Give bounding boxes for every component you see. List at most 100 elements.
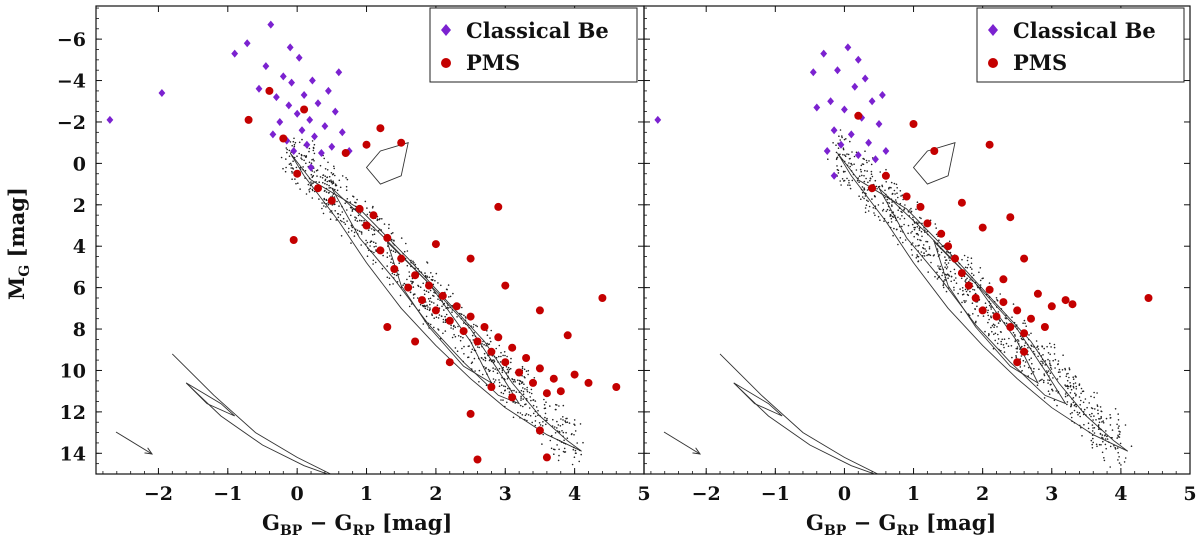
left-field-dot [446, 306, 449, 309]
left-field-dot [376, 218, 379, 220]
right-field-dot [945, 267, 948, 270]
left-field-dot [526, 386, 528, 389]
right-field-dot [1118, 462, 1121, 464]
left-pms-point [314, 184, 322, 193]
right-field-dot [1093, 396, 1095, 399]
right-field-dot [910, 243, 913, 246]
right-field-dot [888, 198, 891, 200]
left-field-dot [563, 439, 565, 442]
left-field-dot [524, 418, 526, 421]
left-field-dot [520, 399, 522, 401]
left-field-dot [456, 316, 458, 318]
right-field-dot [988, 318, 990, 321]
right-field-dot [897, 196, 899, 199]
right-plot-frame [643, 5, 1191, 475]
left-field-dot [300, 157, 302, 159]
left-field-dot [322, 212, 325, 215]
right-field-dot [866, 189, 869, 191]
right-field-dot [971, 279, 974, 282]
right-field-dot [860, 188, 863, 191]
right-field-dot [863, 189, 865, 191]
left-field-dot [500, 384, 503, 387]
left-field-dot [445, 288, 448, 291]
right-field-dot [934, 275, 936, 278]
right-field-dot [1109, 445, 1112, 448]
right-field-dot [884, 189, 886, 192]
right-field-dot [960, 311, 962, 313]
right-field-dot [923, 255, 926, 257]
right-pms-point [1013, 358, 1022, 367]
right-field-dot [1003, 322, 1006, 324]
left-field-dot [507, 376, 510, 379]
left-field-dot [559, 425, 562, 427]
right-field-dot [1000, 343, 1002, 346]
left-field-dot [328, 175, 331, 178]
left-field-dot [496, 372, 499, 375]
right-field-dot [979, 284, 982, 286]
right-field-dot [1017, 343, 1020, 345]
right-field-dot [838, 135, 840, 137]
left-field-dot [408, 305, 411, 308]
left-field-dot [373, 233, 376, 235]
left-field-dot [444, 321, 447, 324]
right-field-dot [916, 238, 919, 241]
right-field-dot [836, 157, 838, 159]
left-pms-point [473, 455, 482, 464]
left-field-dot [549, 405, 551, 407]
left-field-dot [381, 218, 383, 220]
right-field-dot [890, 217, 893, 220]
left-field-dot [372, 205, 374, 208]
left-field-dot [493, 381, 496, 383]
left-field-dot [374, 261, 377, 264]
left-field-dot [501, 376, 503, 379]
left-field-dot [339, 186, 342, 189]
right-field-dot [1098, 443, 1101, 446]
left-field-dot [488, 370, 491, 373]
right-field-dot [1072, 385, 1075, 388]
right-field-dot [1000, 349, 1002, 352]
left-field-dot [311, 159, 313, 161]
left-field-dot [366, 241, 369, 244]
right-field-dot [1098, 426, 1100, 429]
left-field-dot [373, 229, 376, 232]
right-field-dot [1065, 375, 1068, 378]
left-field-dot [310, 173, 313, 176]
left-be-point [298, 126, 306, 135]
right-field-dot [1016, 346, 1019, 348]
left-field-dot [438, 314, 441, 316]
right-x-axis-label: GBP − GRP [mag] [806, 510, 996, 539]
right-field-dot [893, 189, 896, 192]
right-field-dot [877, 204, 880, 206]
right-field-dot [897, 209, 899, 211]
left-field-dot [351, 210, 354, 212]
left-field-dot [495, 347, 498, 350]
right-field-dot [1094, 408, 1096, 410]
left-field-dot [356, 220, 359, 222]
left-field-dot [327, 203, 330, 206]
right-field-dot [1020, 346, 1022, 349]
left-field-dot [542, 421, 544, 423]
left-field-dot [574, 452, 577, 455]
left-field-dot [331, 183, 334, 185]
left-field-dot [334, 183, 337, 185]
left-field-dot [414, 267, 416, 270]
left-field-dot [505, 372, 508, 374]
left-field-dot [437, 329, 440, 331]
right-field-dot [835, 151, 838, 154]
right-field-dot [1061, 369, 1064, 371]
left-field-dot [443, 302, 446, 305]
right-legend-label-classical-be: Classical Be [1013, 18, 1156, 43]
right-field-dot [895, 201, 898, 203]
right-field-dot [1048, 393, 1051, 395]
left-pms-point [397, 138, 406, 147]
left-field-dot [295, 166, 298, 169]
right-field-dot [1075, 405, 1077, 408]
left-field-dot [441, 305, 443, 308]
left-field-dot [388, 227, 390, 230]
left-be-point [321, 122, 329, 131]
right-field-dot [963, 300, 965, 302]
right-pms-point [916, 202, 925, 211]
right-field-dot [923, 252, 925, 254]
left-field-dot [556, 427, 558, 429]
